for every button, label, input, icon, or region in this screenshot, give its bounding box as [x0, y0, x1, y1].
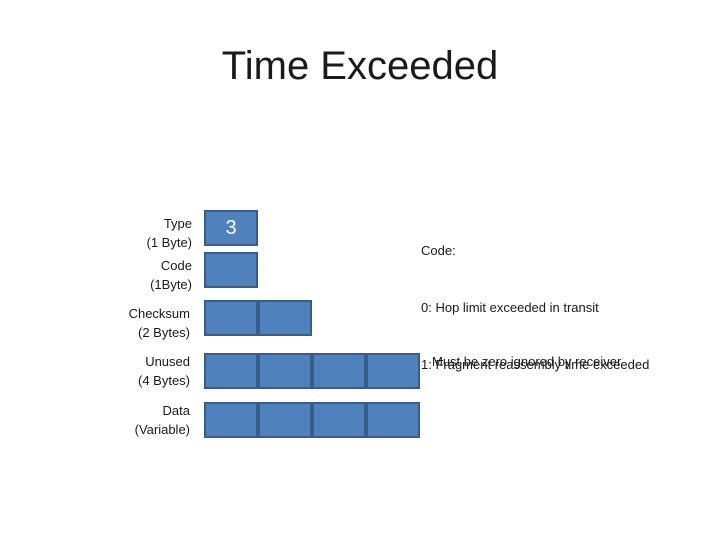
unused-label: Unused (4 Bytes) — [80, 352, 190, 390]
slide-title: Time Exceeded — [221, 44, 499, 88]
unused-label-name: Unused — [145, 354, 190, 369]
type-byte-box: 3 — [204, 210, 258, 246]
checksum-byte-box — [258, 300, 312, 336]
data-byte-box — [204, 402, 258, 438]
code-note-0: 0: Hop limit exceeded in transit — [421, 300, 599, 315]
checksum-byte-box — [204, 300, 258, 336]
code-note-heading: Code: — [421, 243, 456, 258]
data-byte-box — [312, 402, 366, 438]
code-note: Code: 0: Hop limit exceeded in transit 1… — [421, 203, 649, 393]
code-label: Code (1Byte) — [82, 256, 192, 294]
data-label: Data (Variable) — [80, 401, 190, 439]
type-label: Type (1 Byte) — [82, 214, 192, 252]
unused-byte-box — [204, 353, 258, 389]
code-byte-box — [204, 252, 258, 288]
unused-byte-box — [312, 353, 366, 389]
type-label-size: (1 Byte) — [146, 235, 192, 250]
unused-label-size: (4 Bytes) — [137, 373, 190, 388]
checksum-label-size: (2 Bytes) — [137, 325, 190, 340]
data-label-name: Data — [162, 403, 190, 418]
data-byte-box — [258, 402, 312, 438]
unused-note: Must be zero ignored by receiver — [432, 354, 622, 369]
data-byte-box — [366, 402, 420, 438]
checksum-label-name: Checksum — [128, 306, 190, 321]
code-label-name: Code — [160, 258, 192, 273]
code-note-1: 1: Fragment reassembly time exceeded — [421, 357, 650, 372]
unused-byte-box — [366, 353, 420, 389]
data-label-size: (Variable) — [134, 422, 190, 437]
checksum-label: Checksum (2 Bytes) — [80, 304, 190, 342]
code-label-size: (1Byte) — [150, 277, 192, 292]
unused-byte-box — [258, 353, 312, 389]
type-label-name: Type — [163, 216, 192, 231]
type-value: 3 — [225, 216, 237, 239]
